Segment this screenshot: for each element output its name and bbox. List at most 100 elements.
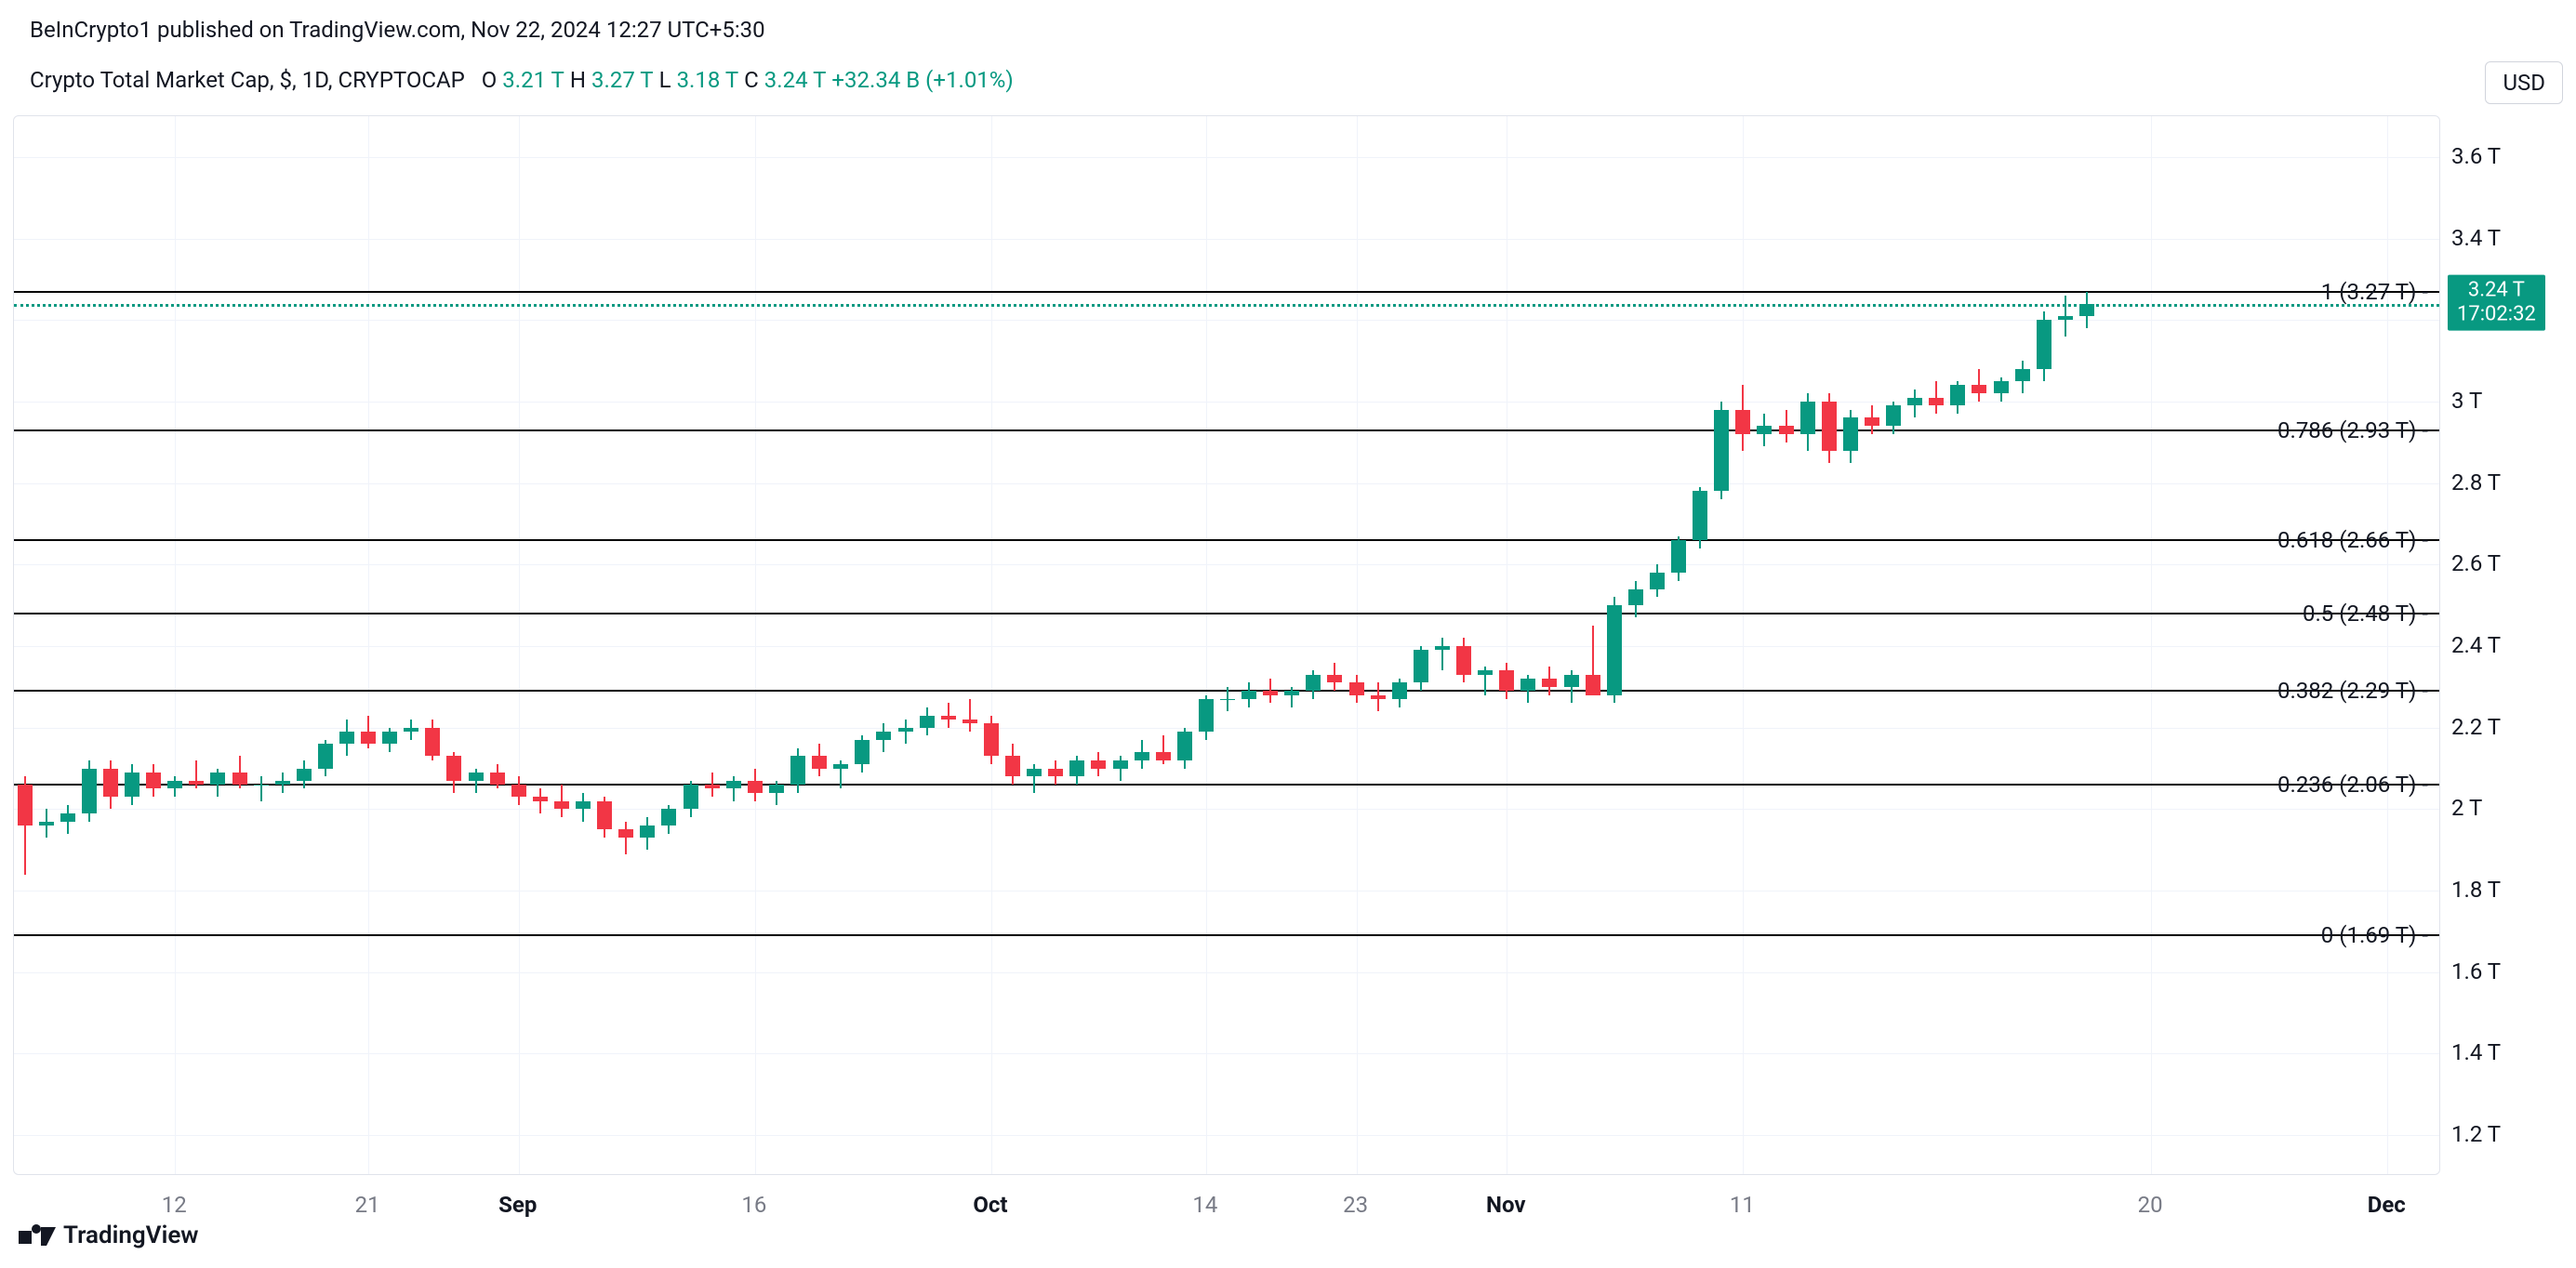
candle-body[interactable]	[1392, 682, 1407, 699]
currency-selector[interactable]: USD	[2485, 61, 2563, 104]
candle-body[interactable]	[1156, 752, 1171, 760]
fib-line[interactable]	[14, 934, 2439, 936]
candle-body[interactable]	[1564, 675, 1579, 687]
candle-body[interactable]	[1005, 756, 1020, 776]
candle-body[interactable]	[1607, 605, 1622, 694]
candle-body[interactable]	[1027, 769, 1042, 777]
fib-line[interactable]	[14, 429, 2439, 431]
candle-body[interactable]	[490, 773, 505, 785]
candle-body[interactable]	[1327, 675, 1342, 683]
candle-body[interactable]	[1628, 589, 1643, 606]
candle-body[interactable]	[554, 801, 569, 810]
candle-body[interactable]	[1113, 760, 1128, 769]
candle-body[interactable]	[297, 769, 312, 781]
candle-body[interactable]	[1435, 646, 1450, 650]
candle-body[interactable]	[18, 785, 33, 826]
candle-body[interactable]	[1478, 670, 1493, 674]
y-axis[interactable]: 1.2 T1.4 T1.6 T1.8 T2 T2.2 T2.4 T2.6 T2.…	[2451, 115, 2563, 1175]
candle-body[interactable]	[1199, 699, 1214, 732]
candle-body[interactable]	[1499, 670, 1514, 691]
candle-body[interactable]	[1284, 691, 1299, 694]
candle-body[interactable]	[576, 801, 591, 810]
candle-body[interactable]	[1371, 695, 1386, 699]
candle-body[interactable]	[254, 785, 269, 786]
candle-body[interactable]	[1800, 402, 1815, 434]
candle-body[interactable]	[1456, 646, 1471, 675]
candle-body[interactable]	[748, 781, 763, 793]
candle-body[interactable]	[812, 756, 827, 768]
candle-body[interactable]	[167, 781, 182, 789]
candle-body[interactable]	[855, 740, 870, 764]
candle-body[interactable]	[1520, 679, 1535, 691]
candle-body[interactable]	[125, 773, 139, 797]
candle-body[interactable]	[1542, 679, 1557, 687]
candle-body[interactable]	[1929, 398, 1944, 406]
candle-body[interactable]	[920, 716, 935, 728]
candle-body[interactable]	[1349, 682, 1364, 694]
candle-body[interactable]	[1048, 769, 1063, 777]
candle-body[interactable]	[1950, 385, 1965, 405]
candle-body[interactable]	[790, 756, 805, 785]
candle-body[interactable]	[146, 773, 161, 789]
chart-plot-area[interactable]: 0 (1.69 T) -0.236 (2.06 T) -0.382 (2.29 …	[13, 115, 2440, 1175]
candle-body[interactable]	[232, 773, 247, 785]
candle-body[interactable]	[684, 785, 698, 809]
candle-body[interactable]	[2058, 316, 2073, 320]
candle-body[interactable]	[1242, 691, 1256, 699]
candle-body[interactable]	[361, 732, 376, 744]
candle-body[interactable]	[103, 769, 118, 798]
candle-body[interactable]	[189, 781, 204, 785]
candle-body[interactable]	[1843, 417, 1858, 450]
candle-body[interactable]	[2037, 320, 2052, 369]
candle-body[interactable]	[533, 797, 548, 800]
candle-body[interactable]	[1907, 398, 1922, 406]
candle-body[interactable]	[640, 826, 655, 838]
candle-body[interactable]	[318, 744, 333, 768]
candle-body[interactable]	[597, 801, 612, 830]
candle-body[interactable]	[425, 728, 440, 757]
candle-body[interactable]	[1865, 417, 1879, 426]
candle-body[interactable]	[769, 785, 784, 793]
candle-body[interactable]	[1069, 760, 1084, 777]
candle-body[interactable]	[1994, 381, 2009, 393]
candle-body[interactable]	[39, 822, 54, 826]
x-axis[interactable]: 1221Sep16Oct1423Nov1120Dec	[13, 1181, 2440, 1227]
candle-body[interactable]	[60, 813, 75, 822]
candle-body[interactable]	[963, 720, 977, 723]
candle-body[interactable]	[1735, 410, 1750, 434]
candle-body[interactable]	[1091, 760, 1106, 769]
candle-body[interactable]	[210, 773, 225, 785]
candle-body[interactable]	[2079, 304, 2094, 316]
candle-body[interactable]	[876, 732, 891, 740]
candle-body[interactable]	[404, 728, 418, 732]
candle-body[interactable]	[2015, 369, 2030, 381]
candle-body[interactable]	[1650, 573, 1665, 589]
candle-body[interactable]	[382, 732, 397, 744]
candle-body[interactable]	[833, 764, 848, 768]
candle-body[interactable]	[705, 785, 720, 788]
candle-body[interactable]	[984, 723, 999, 756]
candle-body[interactable]	[275, 781, 290, 785]
candle-body[interactable]	[1414, 650, 1428, 682]
candle-body[interactable]	[1586, 675, 1600, 695]
fib-line[interactable]	[14, 784, 2439, 786]
candle-body[interactable]	[1220, 699, 1235, 700]
candle-body[interactable]	[1757, 426, 1772, 434]
candle-body[interactable]	[511, 785, 526, 797]
candle-body[interactable]	[1306, 675, 1321, 692]
candle-body[interactable]	[1822, 402, 1837, 451]
fib-line[interactable]	[14, 291, 2439, 293]
candle-body[interactable]	[661, 809, 676, 826]
candle-body[interactable]	[1135, 752, 1149, 760]
candle-body[interactable]	[941, 716, 956, 720]
candle-body[interactable]	[339, 732, 354, 744]
candle-body[interactable]	[446, 756, 461, 780]
candle-body[interactable]	[1779, 426, 1794, 434]
candle-body[interactable]	[469, 773, 484, 781]
candle-body[interactable]	[1886, 405, 1901, 426]
candle-body[interactable]	[1693, 491, 1707, 540]
fib-line[interactable]	[14, 539, 2439, 541]
candle-body[interactable]	[1671, 540, 1686, 573]
fib-line[interactable]	[14, 613, 2439, 614]
candle-body[interactable]	[82, 769, 97, 813]
